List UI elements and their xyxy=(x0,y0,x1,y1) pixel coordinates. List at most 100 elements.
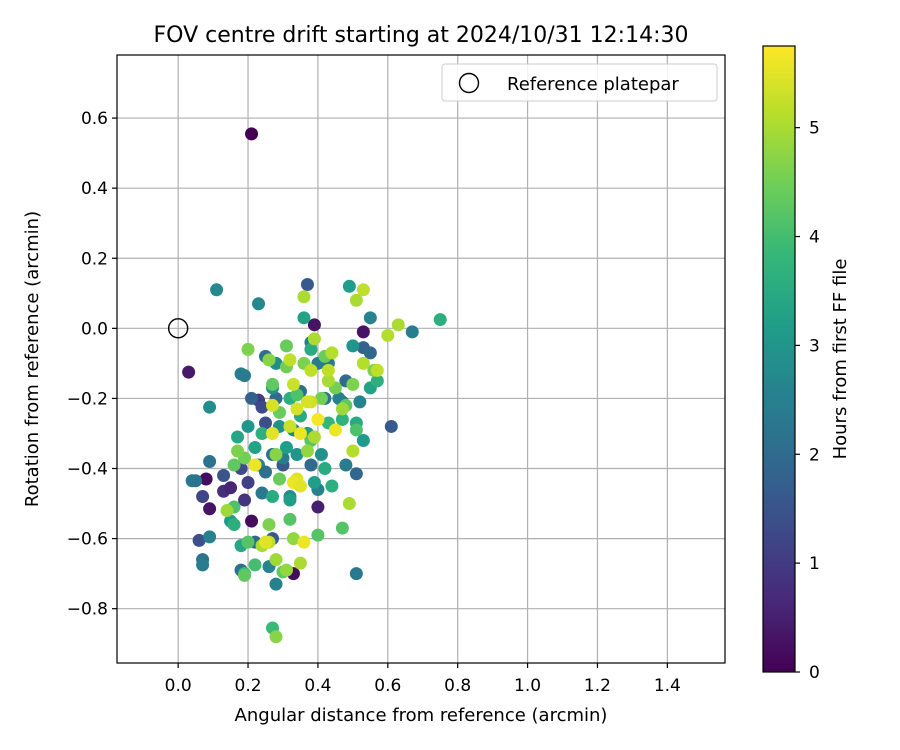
data-point xyxy=(279,339,293,353)
data-point xyxy=(384,419,398,433)
colorbar-gradient xyxy=(762,45,796,673)
data-point xyxy=(335,402,349,416)
data-point xyxy=(245,391,259,405)
data-point xyxy=(433,313,447,327)
data-point xyxy=(279,440,293,454)
data-point xyxy=(286,532,300,546)
data-point xyxy=(262,353,276,367)
y-tick-label: −0.8 xyxy=(67,600,108,620)
x-axis-label: Angular distance from reference (arcmin) xyxy=(235,705,608,726)
y-tick-label: −0.6 xyxy=(67,530,108,550)
data-point xyxy=(328,423,342,437)
data-point xyxy=(265,377,279,391)
data-point xyxy=(356,283,370,297)
colorbar-tick-label: 0 xyxy=(809,663,820,683)
legend-entry-reference: Reference platepar xyxy=(507,74,679,95)
x-tick-label: 0.4 xyxy=(304,676,331,696)
data-point xyxy=(196,490,210,504)
data-point xyxy=(203,502,217,516)
data-point xyxy=(241,535,255,549)
data-point xyxy=(255,400,269,414)
data-point xyxy=(290,388,304,402)
y-tick-label: 0.4 xyxy=(81,179,108,199)
data-point xyxy=(192,533,206,547)
data-point xyxy=(293,556,307,570)
legend: Reference platepar xyxy=(441,63,718,102)
data-point xyxy=(248,458,262,472)
data-point xyxy=(300,278,314,292)
data-point xyxy=(224,481,238,495)
data-point xyxy=(307,476,321,490)
data-point xyxy=(297,535,311,549)
data-point xyxy=(283,512,297,526)
colorbar-tick-label: 5 xyxy=(809,119,820,139)
data-point xyxy=(259,535,273,549)
data-point xyxy=(356,325,370,339)
data-point xyxy=(307,318,321,332)
x-tick-label: 0.6 xyxy=(374,676,401,696)
data-point xyxy=(265,490,279,504)
data-point xyxy=(269,577,283,591)
data-point xyxy=(307,332,321,346)
data-point xyxy=(325,346,339,360)
data-point xyxy=(231,444,245,458)
reference-marker-group xyxy=(167,318,189,339)
colorbar-label: Hours from first FF file xyxy=(830,259,851,460)
data-point xyxy=(381,328,395,342)
data-point xyxy=(231,430,245,444)
x-tick-label: 0.2 xyxy=(235,676,262,696)
data-point xyxy=(220,504,234,518)
data-point xyxy=(245,514,259,528)
colorbar-tick-label: 3 xyxy=(809,336,820,356)
data-point xyxy=(356,356,370,370)
data-point xyxy=(203,455,217,469)
y-tick-label: 0.6 xyxy=(81,109,108,129)
y-axis-ticks: 0.6 0.4 0.2 0.0 −0.2 −0.4 −0.6 −0.8 xyxy=(67,109,117,620)
data-point xyxy=(227,458,241,472)
data-point xyxy=(269,553,283,567)
data-point xyxy=(210,283,224,297)
data-point xyxy=(325,479,339,493)
data-point xyxy=(203,530,217,544)
data-point xyxy=(269,630,283,644)
data-point xyxy=(238,493,252,507)
data-point xyxy=(259,416,273,430)
data-point xyxy=(265,398,279,412)
data-point xyxy=(314,391,328,405)
colorbar-ticks: 0 1 2 3 4 5 xyxy=(795,119,820,683)
data-points xyxy=(182,127,447,644)
y-tick-label: 0.0 xyxy=(81,319,108,339)
legend-open-circle-marker xyxy=(458,72,480,94)
data-point xyxy=(363,311,377,325)
data-point xyxy=(321,363,335,377)
data-point xyxy=(196,558,210,572)
data-point xyxy=(391,318,405,332)
data-point xyxy=(248,558,262,572)
data-point xyxy=(346,339,360,353)
data-point xyxy=(272,472,286,486)
data-point xyxy=(318,462,332,476)
data-point xyxy=(241,342,255,356)
x-tick-label: 0.8 xyxy=(444,676,471,696)
x-tick-label: 1.0 xyxy=(514,676,541,696)
data-point xyxy=(283,419,297,433)
y-axis-label: Rotation from reference (arcmin) xyxy=(22,211,43,507)
legend-box xyxy=(441,63,718,102)
data-point xyxy=(290,447,304,461)
data-point xyxy=(262,518,276,532)
data-point xyxy=(182,365,196,379)
data-point xyxy=(297,290,311,304)
data-point xyxy=(335,412,349,426)
data-point xyxy=(286,377,300,391)
data-point xyxy=(279,563,293,577)
data-point xyxy=(252,297,266,311)
x-tick-label: 1.2 xyxy=(584,676,611,696)
data-point xyxy=(203,400,217,414)
data-point xyxy=(283,493,297,507)
data-point xyxy=(304,342,318,356)
data-point xyxy=(349,467,363,481)
data-point xyxy=(293,479,307,493)
data-point xyxy=(300,395,314,409)
x-tick-label: 1.4 xyxy=(654,676,681,696)
data-point xyxy=(314,447,328,461)
